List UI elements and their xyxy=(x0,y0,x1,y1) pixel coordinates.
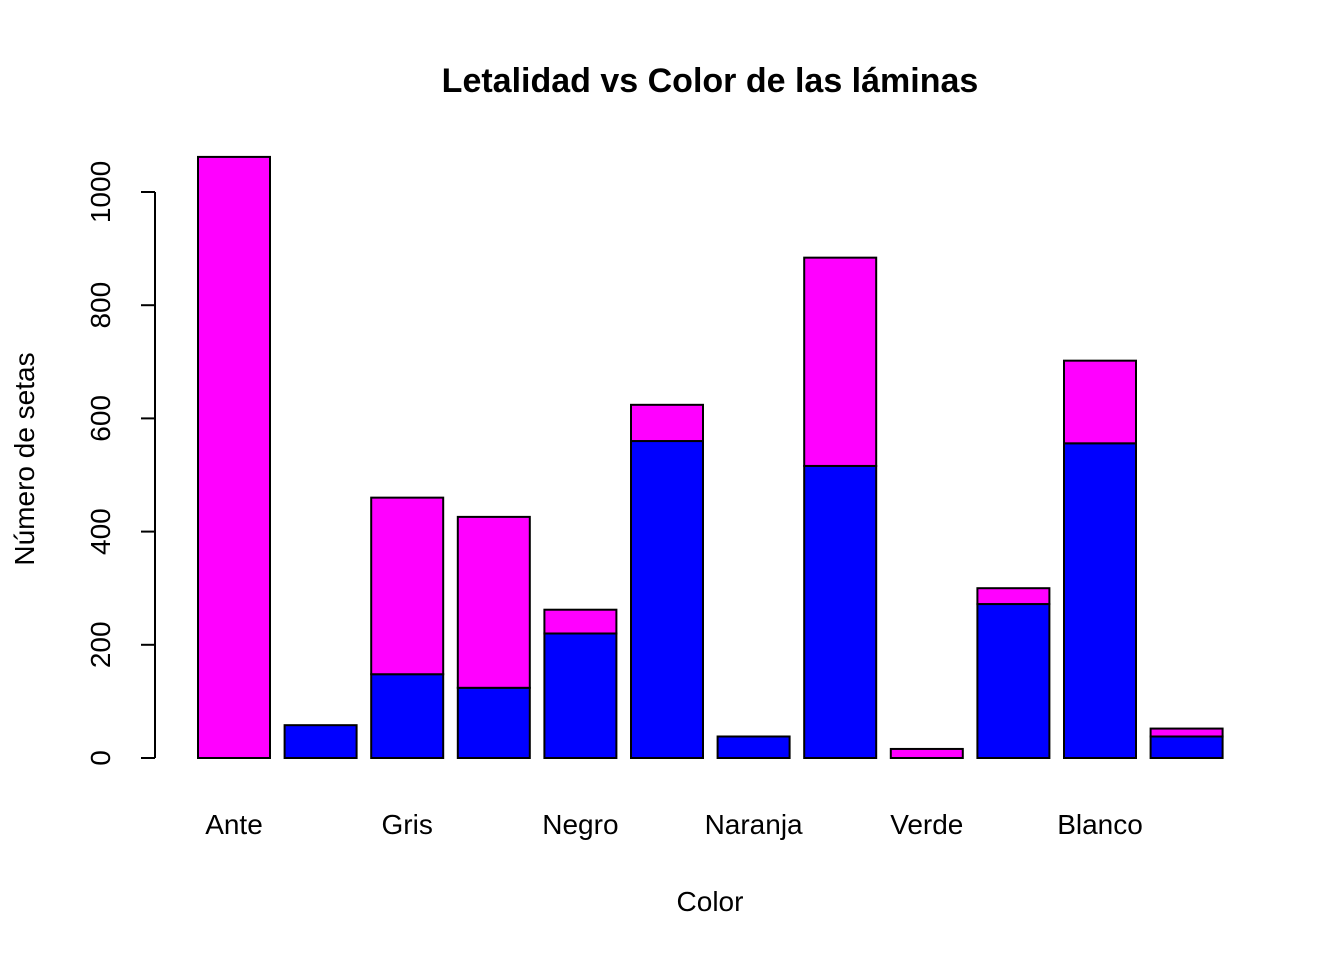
bar-segment xyxy=(976,603,1051,759)
bar-segment xyxy=(889,747,964,759)
y-tick-label: 400 xyxy=(85,508,116,555)
bars xyxy=(197,155,1224,760)
bar-segment xyxy=(803,464,878,759)
y-axis-label: Número de setas xyxy=(9,352,40,565)
bar-segment xyxy=(1063,359,1137,445)
y-tick-label: 0 xyxy=(85,750,116,766)
bar-segment xyxy=(1149,735,1224,760)
bar-segment xyxy=(197,155,271,759)
bar-segment xyxy=(976,587,1051,606)
bar-segment xyxy=(283,724,358,759)
bar-segment xyxy=(370,496,445,676)
x-tick-label: Negro xyxy=(542,809,618,840)
y-tick-label: 1000 xyxy=(85,161,116,223)
y-tick-label: 600 xyxy=(85,395,116,442)
x-tick-label: Naranja xyxy=(705,809,803,840)
x-tick-label: Ante xyxy=(205,809,263,840)
x-tick-labels: Ante Gris Negro Naranja Verde Blanco xyxy=(205,809,1143,840)
x-axis-label: Color xyxy=(677,886,744,917)
bar-segment xyxy=(456,686,531,759)
chart-title: Letalidad vs Color de las láminas xyxy=(442,62,979,100)
bar-segment xyxy=(456,515,531,689)
y-tick-label: 200 xyxy=(85,621,116,668)
y-axis: 0 200 400 600 800 1000 xyxy=(85,161,156,766)
x-tick-label: Verde xyxy=(890,809,963,840)
bar-segment xyxy=(630,440,704,759)
bar-segment xyxy=(1063,442,1137,759)
bar-segment xyxy=(630,403,704,443)
bar-segment xyxy=(803,256,878,467)
bar-segment xyxy=(543,632,618,759)
bar-segment xyxy=(370,673,445,759)
bar-segment xyxy=(1149,727,1224,738)
x-tick-label: Gris xyxy=(382,809,433,840)
bar-segment xyxy=(716,735,791,760)
y-tick-label: 800 xyxy=(85,282,116,329)
x-tick-label: Blanco xyxy=(1057,809,1143,840)
bar-segment xyxy=(543,608,618,635)
